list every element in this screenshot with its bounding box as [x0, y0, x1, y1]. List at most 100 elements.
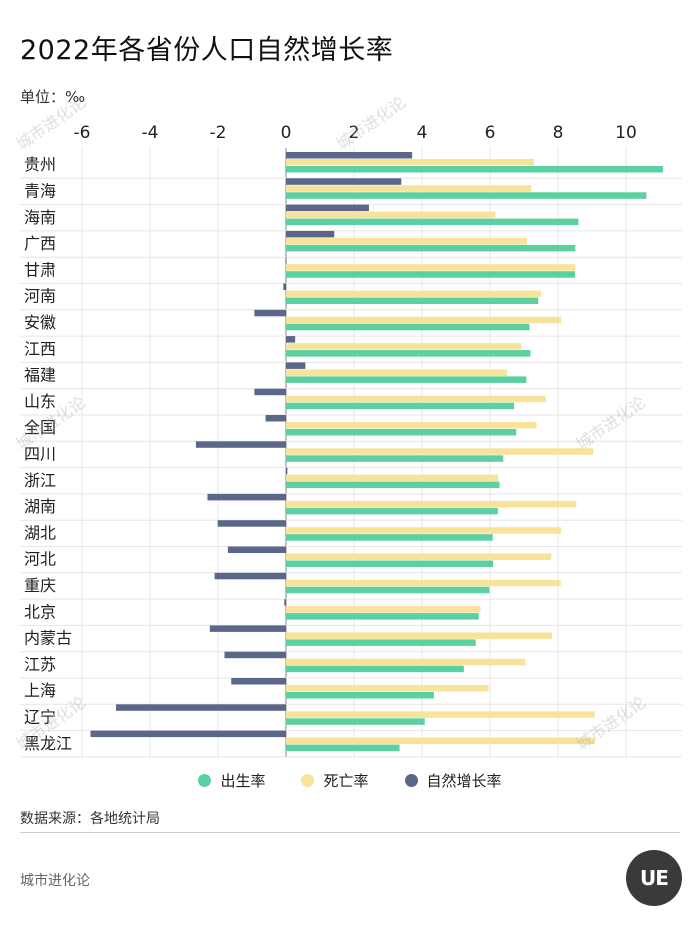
bar-growth: [90, 730, 286, 738]
category-label: 湖南: [24, 497, 56, 516]
bar-birth: [286, 244, 576, 252]
category-label: 贵州: [24, 155, 56, 174]
bar-birth: [286, 507, 498, 515]
bar-growth: [207, 493, 286, 501]
legend-label-birth: 出生率: [220, 772, 266, 790]
bar-death: [286, 316, 562, 324]
bar-birth: [286, 586, 490, 594]
category-label: 重庆: [24, 576, 56, 595]
bar-death: [286, 553, 552, 560]
bar-birth: [286, 665, 464, 673]
x-tick-label: 8: [553, 123, 564, 143]
bar-death: [286, 606, 481, 613]
category-label: 全国: [24, 418, 56, 437]
category-label: 甘肃: [24, 260, 56, 279]
legend-label-growth: 自然增长率: [426, 772, 502, 790]
category-label: 广西: [24, 234, 56, 253]
bar-growth: [286, 336, 296, 343]
bar-growth: [284, 599, 286, 606]
bar-death: [286, 658, 526, 666]
category-label: 内蒙古: [24, 629, 72, 648]
category-label: 辽宁: [24, 707, 56, 726]
bar-birth: [286, 218, 579, 226]
bar-death: [286, 185, 532, 192]
bar-death: [286, 422, 537, 429]
bar-growth: [227, 546, 286, 553]
bar-birth: [286, 481, 500, 489]
bar-death: [286, 395, 546, 403]
bar-birth: [286, 718, 425, 725]
bar-birth: [286, 560, 494, 567]
bar-growth: [224, 651, 286, 659]
bar-growth: [283, 283, 286, 290]
bar-birth: [286, 613, 479, 620]
legend-swatch-death: [301, 774, 315, 787]
category-label: 上海: [24, 681, 56, 700]
category-label: 山东: [24, 392, 56, 411]
bar-death: [286, 632, 552, 639]
bar-birth: [286, 350, 531, 357]
category-label: 四川: [24, 444, 56, 463]
bar-death: [286, 448, 594, 455]
bar-birth: [286, 692, 434, 699]
x-tick-label: -4: [142, 123, 159, 143]
brand-logo: UE: [626, 850, 682, 906]
bar-death: [286, 527, 562, 534]
bar-death: [286, 369, 507, 376]
x-tick-label: -2: [210, 123, 227, 143]
bar-death: [286, 343, 522, 350]
category-label: 河北: [24, 550, 56, 569]
bar-growth: [286, 230, 335, 238]
x-tick-label: 10: [615, 123, 637, 143]
brand-name: 城市进化论: [20, 873, 90, 889]
legend: 出生率 死亡率 自然增长率: [0, 770, 700, 791]
bar-birth: [286, 429, 517, 436]
bar-growth: [116, 704, 286, 711]
x-tick-label: 6: [485, 123, 496, 143]
bar-death: [286, 737, 596, 745]
bar-death: [286, 500, 577, 508]
bar-growth: [286, 204, 369, 212]
chart-title: 2022年各省份人口自然增长率: [20, 35, 394, 66]
bar-birth: [286, 271, 575, 278]
category-label: 海南: [24, 208, 56, 227]
legend-item-death-rate: 死亡率: [301, 770, 369, 791]
legend-item-natural-growth: 自然增长率: [404, 770, 502, 791]
legend-item-birth-rate: 出生率: [198, 770, 265, 791]
category-label: 湖北: [24, 523, 56, 542]
bar-death: [286, 711, 595, 718]
category-label: 江西: [24, 339, 56, 358]
x-tick-label: 4: [417, 123, 428, 143]
legend-swatch-birth: [198, 774, 212, 787]
divider: [20, 832, 680, 833]
data-source: 数据来源：各地统计局: [20, 811, 160, 827]
legend-label-death: 死亡率: [323, 772, 369, 790]
bar-growth: [285, 257, 287, 264]
bar-death: [286, 264, 576, 271]
bar-growth: [286, 467, 288, 475]
bar-birth: [286, 192, 647, 199]
bar-growth: [286, 152, 413, 159]
legend-swatch-growth: [404, 774, 418, 787]
category-label: 黑龙江: [24, 734, 72, 753]
bar-birth: [286, 534, 493, 541]
bar-death: [286, 159, 534, 166]
unit-label: 单位：‰: [20, 88, 86, 106]
bar-death: [286, 474, 499, 482]
bar-birth: [286, 166, 664, 173]
bar-death: [286, 290, 541, 297]
bar-growth: [286, 178, 402, 185]
bar-birth: [286, 297, 539, 304]
bar-death: [286, 211, 496, 219]
bar-growth: [254, 388, 286, 396]
category-label: 北京: [24, 602, 56, 621]
bar-growth: [265, 415, 286, 422]
bar-birth: [286, 402, 515, 410]
bar-birth: [286, 744, 400, 752]
category-label: 青海: [24, 181, 56, 200]
bar-growth: [217, 520, 286, 527]
bar-growth: [231, 678, 286, 685]
bar-birth: [286, 376, 527, 383]
bar-growth: [195, 441, 286, 448]
